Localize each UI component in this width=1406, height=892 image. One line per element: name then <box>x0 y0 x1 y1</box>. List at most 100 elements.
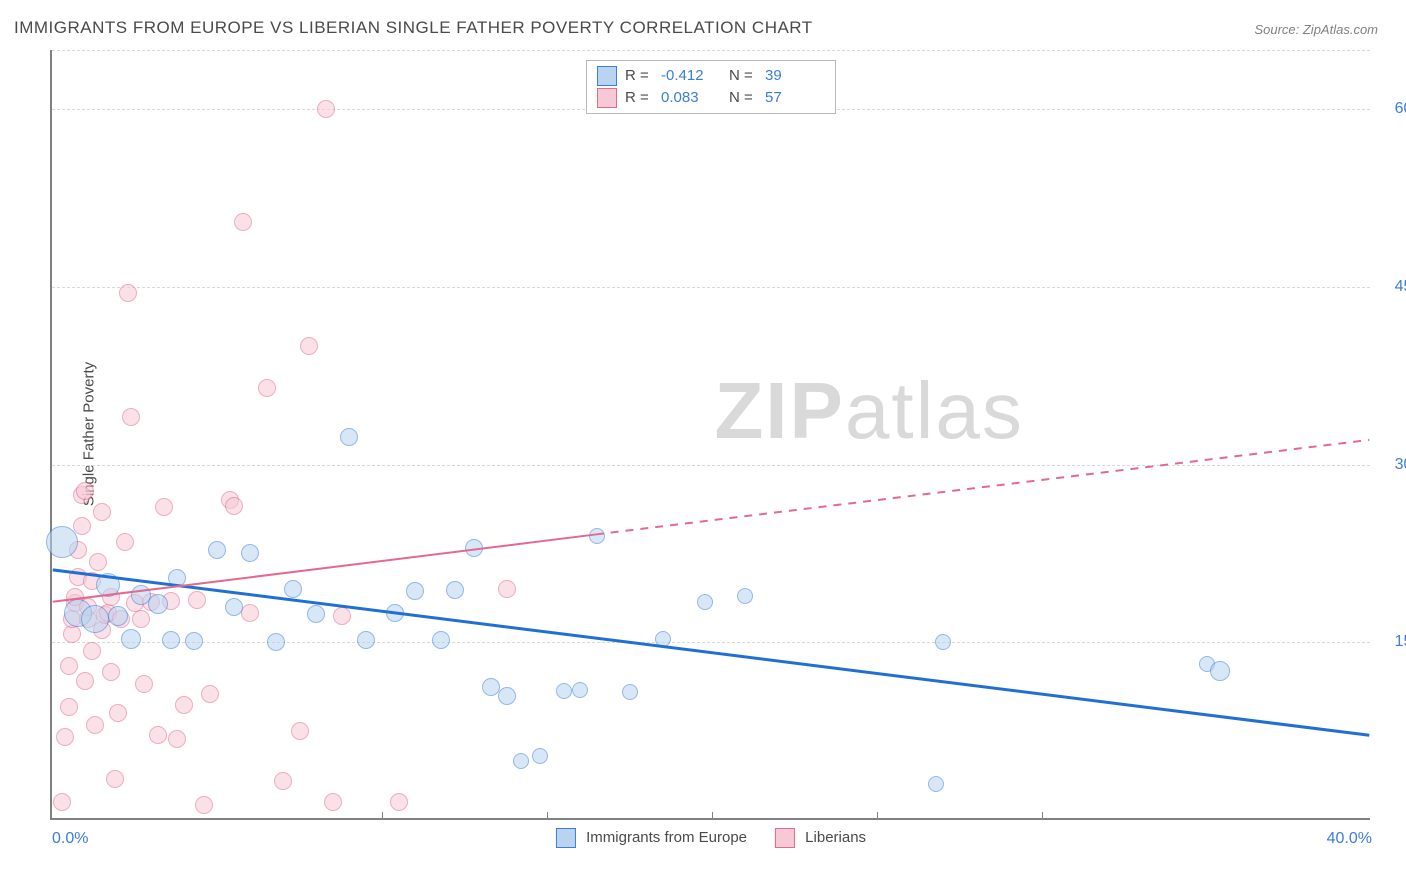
watermark-light: atlas <box>845 366 1024 455</box>
point-europe <box>737 588 753 604</box>
point-europe <box>513 753 529 769</box>
y-tick-label: 45.0% <box>1395 278 1406 296</box>
point-liberians <box>135 675 153 693</box>
point-europe <box>267 633 285 651</box>
y-tick-label: 60.0% <box>1395 100 1406 118</box>
point-europe <box>406 582 424 600</box>
point-liberians <box>83 642 101 660</box>
n-label: N = <box>729 65 757 87</box>
r-label: R = <box>625 65 653 87</box>
point-europe <box>622 684 638 700</box>
point-liberians <box>109 704 127 722</box>
r-value-europe: -0.412 <box>661 65 721 87</box>
point-liberians <box>195 796 213 814</box>
point-liberians <box>119 284 137 302</box>
point-europe <box>655 631 671 647</box>
point-liberians <box>498 580 516 598</box>
x-tick <box>547 812 548 820</box>
point-liberians <box>324 793 342 811</box>
x-max-label: 40.0% <box>1327 830 1372 848</box>
point-liberians <box>390 793 408 811</box>
chart-title: IMMIGRANTS FROM EUROPE VS LIBERIAN SINGL… <box>14 18 813 38</box>
point-europe <box>96 573 120 597</box>
point-liberians <box>155 498 173 516</box>
point-liberians <box>53 793 71 811</box>
point-liberians <box>175 696 193 714</box>
r-value-liberians: 0.083 <box>661 87 721 109</box>
point-europe <box>532 748 548 764</box>
point-europe <box>284 580 302 598</box>
point-europe <box>340 428 358 446</box>
point-liberians <box>168 730 186 748</box>
point-liberians <box>63 625 81 643</box>
point-europe <box>307 605 325 623</box>
point-europe <box>168 569 186 587</box>
point-liberians <box>60 657 78 675</box>
swatch-europe <box>556 828 576 848</box>
point-liberians <box>56 728 74 746</box>
swatch-europe <box>597 66 617 86</box>
watermark-bold: ZIP <box>714 366 844 455</box>
point-liberians <box>201 685 219 703</box>
point-liberians <box>93 503 111 521</box>
point-liberians <box>258 379 276 397</box>
gridline <box>52 50 1370 51</box>
point-liberians <box>225 497 243 515</box>
point-liberians <box>132 610 150 628</box>
x-tick <box>1042 812 1043 820</box>
gridline <box>52 287 1370 288</box>
point-europe <box>162 631 180 649</box>
point-liberians <box>76 672 94 690</box>
trend-lines <box>52 50 1370 818</box>
point-europe <box>241 544 259 562</box>
point-europe <box>225 598 243 616</box>
point-europe <box>432 631 450 649</box>
point-liberians <box>188 591 206 609</box>
x-tick <box>382 812 383 820</box>
source-label: Source: ZipAtlas.com <box>1254 22 1378 37</box>
point-europe <box>148 594 168 614</box>
plot-area: Single Father Poverty ZIPatlas R = -0.41… <box>50 50 1370 820</box>
y-tick-label: 15.0% <box>1395 633 1406 651</box>
swatch-liberians <box>775 828 795 848</box>
x-tick <box>712 812 713 820</box>
point-europe <box>46 526 78 558</box>
point-europe <box>482 678 500 696</box>
n-label: N = <box>729 87 757 109</box>
point-liberians <box>60 698 78 716</box>
point-europe <box>572 682 588 698</box>
point-liberians <box>122 408 140 426</box>
point-europe <box>185 632 203 650</box>
x-tick <box>877 812 878 820</box>
point-europe <box>357 631 375 649</box>
legend-row-liberians: R = 0.083 N = 57 <box>597 87 825 109</box>
n-value-europe: 39 <box>765 65 825 87</box>
point-europe <box>935 634 951 650</box>
legend-label-liberians: Liberians <box>805 829 866 846</box>
point-europe <box>1210 661 1230 681</box>
legend-item-europe: Immigrants from Europe <box>556 828 747 848</box>
point-liberians <box>234 213 252 231</box>
point-liberians <box>89 553 107 571</box>
point-europe <box>386 604 404 622</box>
x-min-label: 0.0% <box>52 830 88 848</box>
point-europe <box>446 581 464 599</box>
point-europe <box>465 539 483 557</box>
point-europe <box>589 528 605 544</box>
point-liberians <box>291 722 309 740</box>
r-label: R = <box>625 87 653 109</box>
watermark: ZIPatlas <box>714 365 1023 457</box>
point-europe <box>697 594 713 610</box>
point-liberians <box>116 533 134 551</box>
point-liberians <box>333 607 351 625</box>
point-europe <box>208 541 226 559</box>
swatch-liberians <box>597 88 617 108</box>
gridline <box>52 642 1370 643</box>
y-tick-label: 30.0% <box>1395 456 1406 474</box>
legend-label-europe: Immigrants from Europe <box>586 829 747 846</box>
point-liberians <box>106 770 124 788</box>
point-europe <box>108 606 128 626</box>
point-liberians <box>86 716 104 734</box>
correlation-legend: R = -0.412 N = 39 R = 0.083 N = 57 <box>586 60 836 114</box>
point-liberians <box>102 663 120 681</box>
